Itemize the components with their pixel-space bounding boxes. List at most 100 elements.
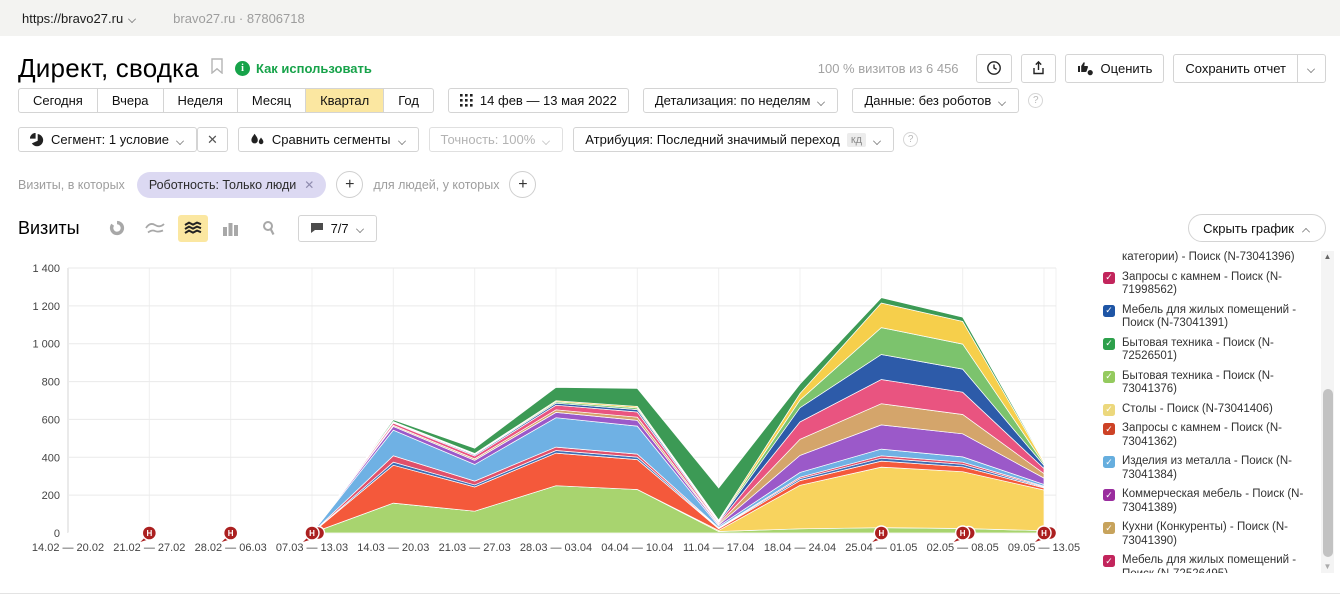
robots-filter-chip[interactable]: Роботность: Только люди ✕	[136, 171, 327, 198]
site-switcher[interactable]: https://bravo27.ru	[22, 11, 137, 26]
visits-chart-area[interactable]: 0 200 400 600 800 1 000 1 200 1 400 14.02 — 20.0…	[0, 250, 1092, 562]
legend-item[interactable]: ✓ Бытовая техника - Поиск (N-73041376)	[1103, 370, 1317, 397]
save-report-menu-button[interactable]	[1297, 53, 1326, 83]
chevron-down-icon	[128, 15, 137, 21]
close-icon[interactable]: ✕	[304, 177, 315, 192]
legend-item[interactable]: ✓ Кухни (Конкуренты) - Поиск (N-73041390)	[1103, 521, 1317, 548]
compare-segments-label: Сравнить сегменты	[271, 132, 391, 147]
svg-text:11.04 — 17.04: 11.04 — 17.04	[683, 542, 754, 554]
preset-today[interactable]: Сегодня	[18, 88, 98, 113]
stacked-area-chart-icon[interactable]	[177, 214, 208, 242]
scroll-up-icon[interactable]: ▲	[1323, 252, 1332, 261]
segment-row: Сегмент: 1 условие ✕ Сравнить сегменты Т…	[18, 127, 919, 152]
goals-count: 7/7	[330, 220, 349, 236]
period-row: Сегодня Вчера Неделя Месяц Квартал Год 1…	[18, 88, 1044, 113]
svg-text:Н: Н	[878, 529, 884, 538]
legend-checkbox[interactable]: ✓	[1103, 456, 1115, 468]
help-icon[interactable]: ?	[1028, 93, 1044, 108]
pie-chart-icon[interactable]	[102, 215, 132, 242]
chart-type-switcher	[102, 214, 284, 242]
filter-row: Визиты, в которых Роботность: Только люд…	[18, 171, 546, 198]
svg-text:28.02 — 06.03: 28.02 — 06.03	[195, 542, 267, 554]
thumbs-icon	[1077, 61, 1093, 75]
legend-checkbox[interactable]: ✓	[1103, 304, 1115, 317]
legend-item[interactable]: ✓ Мебель для жилых помещений - Поиск (N-7…	[1103, 304, 1317, 331]
cross-device-badge: кд	[846, 132, 867, 147]
segment-clear-button[interactable]: ✕	[196, 127, 228, 152]
hide-chart-button[interactable]: Скрыть график	[1188, 214, 1326, 242]
svg-text:14.03 — 20.03: 14.03 — 20.03	[357, 542, 429, 554]
svg-text:07.03 — 13.03: 07.03 — 13.03	[276, 542, 348, 554]
data-mode-label: Данные: без роботов	[864, 93, 992, 108]
legend-checkbox[interactable]: ✓	[1103, 423, 1115, 435]
legend-item-label: Запросы с камнем - Поиск (N-71998562)	[1122, 270, 1283, 297]
legend-item[interactable]: ✓ Коммерческая мебель - Поиск (N-73041389…	[1103, 488, 1317, 515]
legend-item[interactable]: ✓ Изделия из металла - Поиск (N-73041384)	[1103, 455, 1317, 482]
legend-checkbox[interactable]: ✓	[1103, 403, 1115, 416]
preset-yesterday[interactable]: Вчера	[96, 88, 164, 113]
close-icon: ✕	[206, 131, 218, 147]
chevron-down-icon	[176, 137, 185, 143]
accuracy-label: Точность: 100%	[440, 132, 536, 147]
segment-label: Сегмент: 1 условие	[51, 132, 169, 147]
legend-item[interactable]: ✓ Запросы с камнем - Поиск (N-71998562)	[1103, 271, 1317, 298]
save-report-button[interactable]: Сохранить отчет	[1173, 53, 1298, 83]
legend-checkbox[interactable]: ✓	[1103, 489, 1115, 501]
legend-scrollbar[interactable]: ▲ ▼	[1321, 251, 1334, 573]
legend-item-partial[interactable]: категории) - Поиск (N-73041396)	[1122, 251, 1295, 263]
svg-text:1 000: 1 000	[32, 339, 60, 351]
hide-chart-label: Скрыть график	[1203, 220, 1294, 236]
svg-text:400: 400	[42, 452, 60, 464]
segment-button[interactable]: Сегмент: 1 условие	[18, 127, 197, 152]
bookmark-icon[interactable]	[211, 57, 223, 79]
history-button[interactable]	[975, 53, 1012, 83]
svg-text:Н: Н	[1041, 529, 1047, 538]
legend-checkbox[interactable]: ✓	[1103, 555, 1115, 567]
legend-item[interactable]: ✓ Столы - Поиск (N-73041406)	[1103, 403, 1317, 417]
period-presets: Сегодня Вчера Неделя Месяц Квартал Год	[18, 88, 434, 113]
title-row: Директ, сводка i Как использовать 100 % …	[18, 50, 1326, 86]
detail-select[interactable]: Детализация: по неделям	[642, 88, 839, 113]
svg-text:21.02 — 27.02: 21.02 — 27.02	[113, 542, 185, 554]
compare-drops-icon	[251, 133, 264, 144]
how-to-use-link[interactable]: i Как использовать	[234, 60, 372, 76]
rate-button[interactable]: Оценить	[1064, 53, 1165, 83]
column-chart-icon[interactable]	[216, 215, 246, 242]
preset-quarter[interactable]: Квартал	[305, 88, 385, 113]
preset-month[interactable]: Месяц	[236, 88, 307, 113]
accuracy-select[interactable]: Точность: 100%	[428, 127, 564, 152]
legend-checkbox[interactable]: ✓	[1103, 337, 1115, 350]
top-bar: https://bravo27.ru bravo27.ru · 87806718	[0, 0, 1340, 36]
help-icon[interactable]: ?	[903, 132, 919, 147]
robots-chip-label: Роботность: Только люди	[148, 177, 297, 192]
attribution-label: Атрибуция: Последний значимый переход	[585, 132, 840, 147]
legend-item[interactable]: ✓ Запросы с камнем - Поиск (N-73041362)	[1103, 422, 1317, 449]
preset-week[interactable]: Неделя	[162, 88, 238, 113]
goals-select[interactable]: 7/7	[297, 214, 377, 242]
attribution-select[interactable]: Атрибуция: Последний значимый переход кд	[573, 127, 895, 152]
legend-item-label: Бытовая техника - Поиск (N-72526501)	[1122, 336, 1274, 363]
date-range-button[interactable]: 14 фев — 13 мая 2022	[447, 88, 629, 113]
legend-checkbox[interactable]: ✓	[1103, 271, 1115, 284]
export-button[interactable]	[1020, 53, 1056, 83]
legend-checkbox[interactable]: ✓	[1103, 522, 1115, 534]
legend-item-label: Мебель для жилых помещений - Поиск (N-73…	[1122, 303, 1297, 330]
line-chart-icon[interactable]	[140, 215, 170, 242]
legend-item-label: Кухни (Конкуренты) - Поиск (N-73041390)	[1122, 521, 1288, 547]
svg-text:02.05 — 08.05: 02.05 — 08.05	[927, 542, 999, 554]
preset-year[interactable]: Год	[383, 88, 434, 113]
scrollbar-thumb[interactable]	[1322, 389, 1333, 557]
visits-share-text: 100 % визитов из 6 456	[817, 60, 959, 76]
legend-checkbox[interactable]: ✓	[1103, 370, 1115, 383]
scroll-down-icon[interactable]: ▼	[1323, 562, 1332, 571]
data-mode-select[interactable]: Данные: без роботов	[852, 88, 1020, 113]
svg-text:800: 800	[42, 377, 60, 389]
legend-item-label: Мебель для жилых помещений - Поиск (N-72…	[1122, 554, 1297, 573]
save-report-label: Сохранить отчет	[1185, 60, 1286, 76]
add-people-condition-button[interactable]: +	[509, 171, 537, 198]
add-visit-condition-button[interactable]: +	[336, 171, 364, 198]
legend-item[interactable]: ✓ Бытовая техника - Поиск (N-72526501)	[1103, 337, 1317, 364]
map-pin-icon[interactable]	[254, 215, 284, 242]
compare-segments-button[interactable]: Сравнить сегменты	[237, 127, 419, 152]
legend-item[interactable]: ✓ Мебель для жилых помещений - Поиск (N-7…	[1103, 554, 1317, 573]
